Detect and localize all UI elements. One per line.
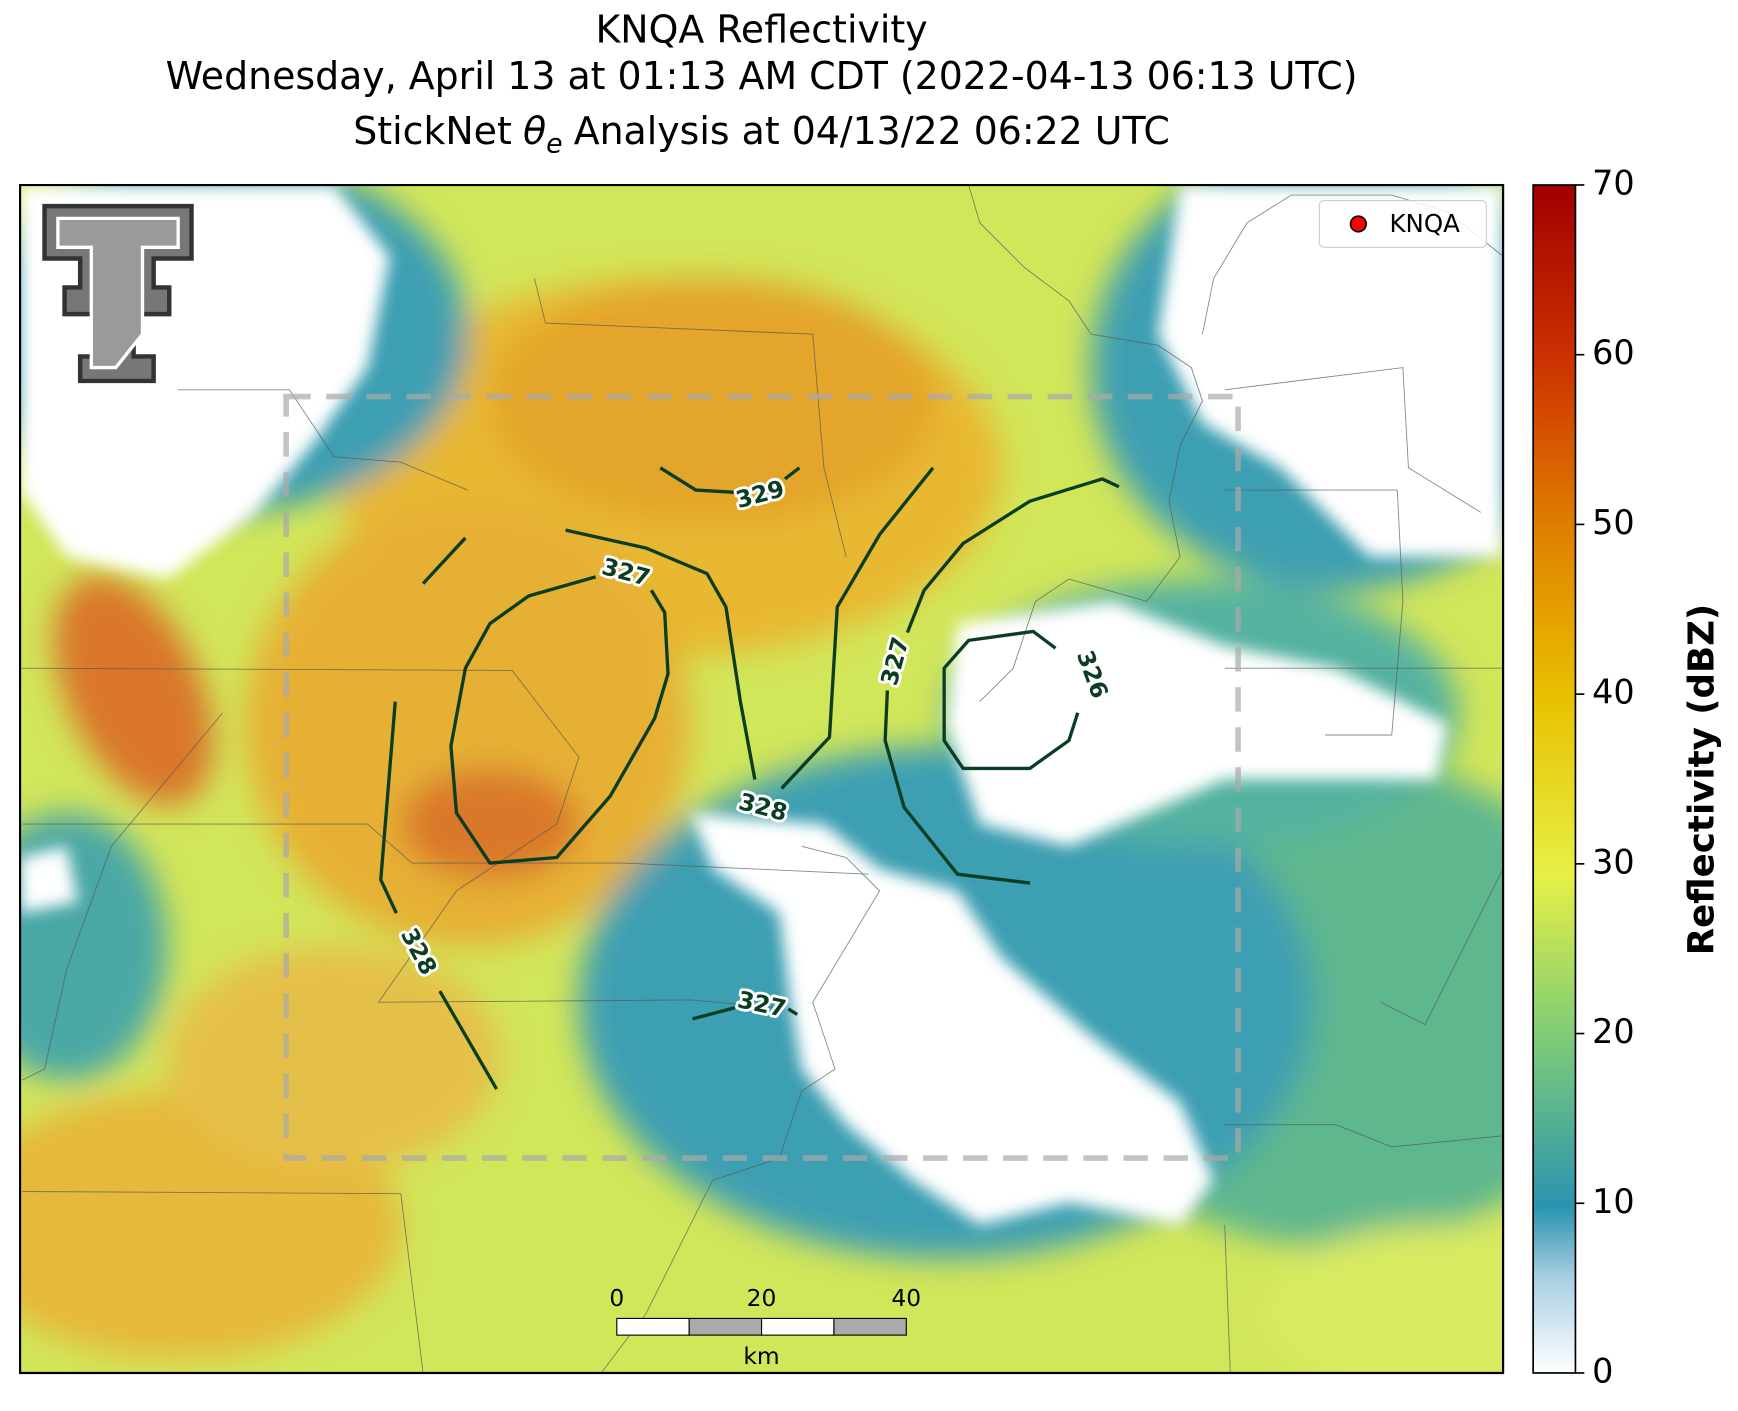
- contour: [565, 528, 757, 780]
- title: KNQA Reflectivity: [595, 7, 927, 51]
- contour: [659, 466, 735, 494]
- legend: KNQA: [1318, 200, 1487, 248]
- colorbar-tick-label: 0: [1592, 1351, 1613, 1390]
- contour: [421, 536, 467, 585]
- scale-unit: km: [743, 1342, 779, 1370]
- analysis-domain-box: [283, 393, 1241, 1161]
- colorbar-tick-label: 50: [1592, 503, 1635, 542]
- analysis-subscript: e: [546, 129, 562, 160]
- colorbar: Reflectivity (dBZ) 0 10 20 30 40 50 60 70: [1532, 163, 1722, 1390]
- scale-bar: km 0 20 40: [609, 1284, 921, 1370]
- analysis-title: StickNet θe Analysis at 04/13/22 06:22 UTC: [353, 109, 1170, 160]
- analysis-symbol: θ: [523, 109, 546, 153]
- contour: [783, 466, 801, 481]
- contour: [905, 477, 1120, 634]
- analysis-prefix: StickNet: [353, 109, 512, 153]
- scale-tick-label: 20: [747, 1284, 777, 1312]
- legend-box: [1318, 200, 1487, 248]
- legend-label: KNQA: [1390, 209, 1461, 238]
- colorbar-tick-label: 60: [1592, 333, 1635, 372]
- subtitle: Wednesday, April 13 at 01:13 AM CDT (202…: [166, 54, 1358, 98]
- analysis-suffix: Analysis at 04/13/22 06:22 UTC: [574, 109, 1170, 153]
- scale-tick-label: 40: [891, 1284, 921, 1312]
- colorbar-tick-label: 10: [1592, 1182, 1635, 1221]
- colorbar-tick-label: 40: [1592, 673, 1635, 712]
- tt-logo: [42, 203, 194, 384]
- colorbar-tick-label: 70: [1592, 163, 1635, 202]
- contour: [787, 1007, 799, 1016]
- colorbar-label: Reflectivity (dBZ): [1681, 604, 1722, 956]
- scale-tick-label: 0: [609, 1284, 624, 1312]
- colorbar-tick-label: 20: [1592, 1012, 1635, 1051]
- contour: [449, 575, 670, 865]
- contour: [883, 690, 1031, 885]
- legend-marker: [1349, 215, 1367, 233]
- contour: [942, 629, 1080, 771]
- state-county-borders: [20, 184, 1504, 1373]
- colorbar-gradient: [1532, 184, 1577, 1374]
- colorbar-tick-label: 30: [1592, 842, 1635, 881]
- contour: [692, 1006, 736, 1021]
- radar-map: 329 327 328 328 327 326 327 KNQA km 0 20 4…: [20, 184, 1504, 1373]
- contour: [438, 990, 499, 1090]
- map-frame: [18, 183, 1505, 1375]
- contour: [780, 466, 935, 790]
- contour: [379, 701, 398, 914]
